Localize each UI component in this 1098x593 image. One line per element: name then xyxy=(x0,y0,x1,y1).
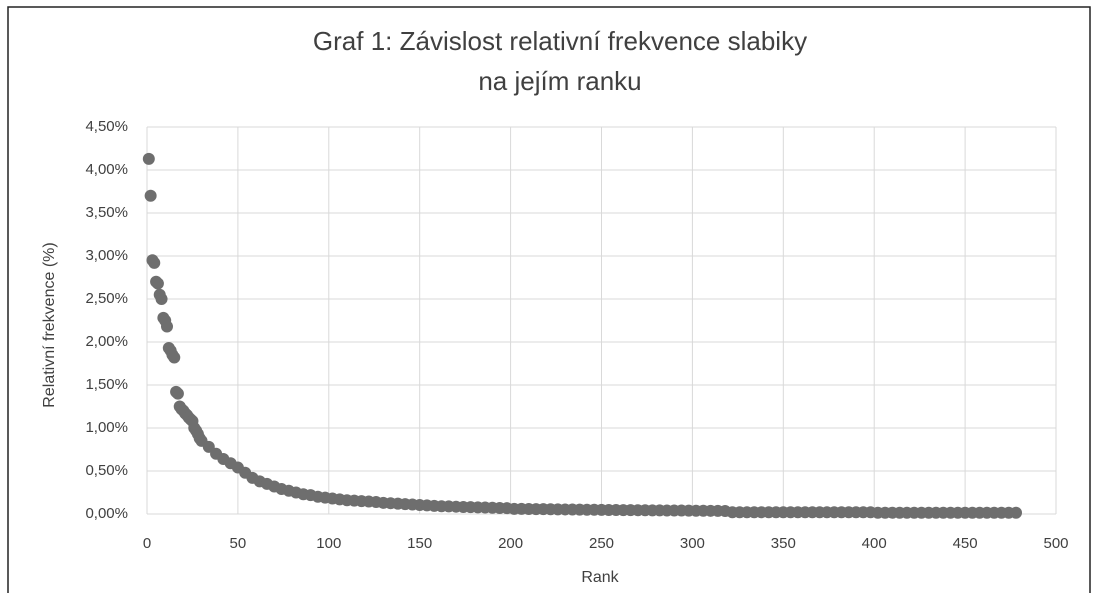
data-point xyxy=(168,351,181,364)
y-tick-label: 4,00% xyxy=(85,161,128,178)
y-tick-label: 0,00% xyxy=(85,505,128,522)
y-axis-label: Relativní frekvence (%) xyxy=(41,242,58,407)
y-tick-label: 2,50% xyxy=(85,290,128,307)
x-tick-label: 300 xyxy=(680,535,705,552)
x-tick-label: 400 xyxy=(862,535,887,552)
x-tick-label: 450 xyxy=(953,535,978,552)
y-tick-label: 4,50% xyxy=(85,118,128,135)
y-tick-label: 1,50% xyxy=(85,376,128,393)
x-tick-label: 50 xyxy=(230,535,247,552)
data-point xyxy=(171,387,184,400)
x-tick-label: 250 xyxy=(589,535,614,552)
x-tick-label: 0 xyxy=(143,535,151,552)
data-point xyxy=(144,189,157,202)
y-tick-label: 3,50% xyxy=(85,204,128,221)
x-tick-label: 100 xyxy=(316,535,341,552)
x-tick-label: 350 xyxy=(771,535,796,552)
y-tick-label: 2,00% xyxy=(85,333,128,350)
data-point xyxy=(160,320,173,333)
chart-title: Graf 1: Závislost relativní frekvence sl… xyxy=(313,26,807,56)
data-point xyxy=(148,256,161,269)
data-point xyxy=(1010,506,1023,519)
data-point xyxy=(142,152,155,165)
y-tick-label: 0,50% xyxy=(85,462,128,479)
y-tick-label: 1,00% xyxy=(85,419,128,436)
data-point xyxy=(155,293,168,305)
chart-frame xyxy=(7,6,1091,593)
x-axis-label: Rank xyxy=(581,569,619,586)
x-tick-label: 150 xyxy=(407,535,432,552)
chart-title: na jejím ranku xyxy=(478,66,641,96)
x-tick-label: 200 xyxy=(498,535,523,552)
y-tick-label: 3,00% xyxy=(85,247,128,264)
x-tick-label: 500 xyxy=(1043,535,1068,552)
data-point xyxy=(151,277,164,290)
